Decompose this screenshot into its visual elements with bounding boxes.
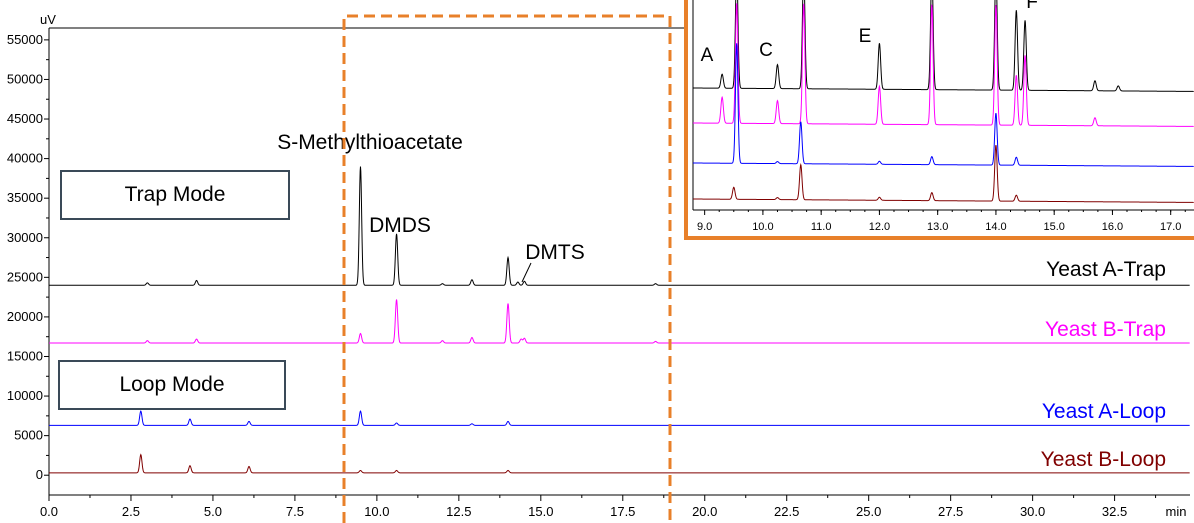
x-tick-label: 20.0 [692, 504, 717, 519]
trap-mode-box: Trap Mode [60, 170, 290, 220]
x-tick-label: 5.0 [204, 504, 222, 519]
annotation-s-methylthioacetate: S-Methylthioacetate [277, 131, 463, 154]
y-tick-label: 50000 [7, 71, 43, 86]
y-axis-label: uV [40, 12, 56, 27]
y-tick-label: 20000 [7, 309, 43, 324]
inset-x-tick-label: 16.0 [1102, 221, 1123, 233]
series-label: Yeast A-Loop [1042, 400, 1166, 423]
inset-x-tick-label: 13.0 [927, 221, 948, 233]
y-tick-label: 55000 [7, 32, 43, 47]
y-tick-label: 10000 [7, 388, 43, 403]
inset-frame [684, 0, 1194, 240]
main-plot-area: 0 5000 10000 15000 20000 25000 30000 35000 40000… [7, 12, 1190, 519]
inset-x-tick-label: 15.0 [1043, 221, 1064, 233]
x-tick-label: 32.5 [1102, 504, 1127, 519]
trace-yeast-b-trap [49, 299, 1190, 344]
inset-peak-label: A [701, 45, 714, 66]
inset-trace-yeast-a-loop [693, 43, 1194, 167]
x-tick-label: 27.5 [938, 504, 963, 519]
y-tick-label: 45000 [7, 111, 43, 126]
inset-trace-yeast-a-trap [693, 0, 1194, 92]
x-tick-label: 10.0 [364, 504, 389, 519]
inset-x-tick-label: 11.0 [811, 221, 832, 233]
inset-trace-yeast-b-trap [693, 3, 1194, 127]
annotation-dmts-pointer [521, 262, 532, 283]
inset-x-tick-label: 14.0 [985, 221, 1006, 233]
y-tick-label: 30000 [7, 230, 43, 245]
y-tick-label: 25000 [7, 269, 43, 284]
inset-peak-label: C [759, 40, 773, 61]
series-label: Yeast B-Trap [1045, 318, 1166, 341]
trace-yeast-a-trap [49, 166, 1190, 286]
y-tick-label: 40000 [7, 151, 43, 166]
trace-yeast-a-loop [49, 410, 1190, 426]
inset-trace-yeast-b-loop [693, 144, 1194, 203]
inset-peak-label: E [859, 26, 872, 47]
highlight-dashed-region [342, 14, 672, 523]
x-tick-label: 0.0 [40, 504, 58, 519]
loop-mode-label: Loop Mode [119, 373, 225, 396]
x-tick-label: 17.5 [610, 504, 635, 519]
inset-x-tick-label: 10.0 [752, 221, 773, 233]
trace-yeast-b-loop [49, 453, 1190, 474]
x-tick-label: 7.5 [286, 504, 304, 519]
inset-x-tick-label: 9.0 [697, 221, 712, 233]
series-label: Yeast B-Loop [1041, 448, 1166, 471]
x-tick-label: 25.0 [856, 504, 881, 519]
x-axis-label: min [1166, 504, 1187, 519]
x-tick-label: 2.5 [122, 504, 140, 519]
series-label: Yeast A-Trap [1046, 258, 1166, 281]
annotation-dmds: DMDS [369, 214, 431, 237]
annotations: S-Methylthioacetate DMDS DMTS [277, 14, 672, 523]
inset-peak-label: F [1026, 0, 1038, 13]
y-tick-label: 5000 [14, 428, 43, 443]
inset-x-tick-label: 17.0 [1160, 221, 1181, 233]
x-tick-label: 12.5 [446, 504, 471, 519]
y-tick-label: 15000 [7, 348, 43, 363]
loop-mode-box: Loop Mode [58, 360, 286, 410]
x-tick-label: 30.0 [1020, 504, 1045, 519]
y-tick-label: 0 [36, 467, 43, 482]
x-tick-label: 15.0 [528, 504, 553, 519]
trap-mode-label: Trap Mode [124, 183, 226, 206]
x-tick-label: 22.5 [774, 504, 799, 519]
inset-x-tick-label: 12.0 [869, 221, 890, 233]
annotation-dmts: DMTS [525, 241, 585, 264]
inset-plot-area: 9.0 10.0 11.0 12.0 13.0 14.0 15.0 16.0 17.0 A C E F [684, 0, 1194, 240]
y-tick-label: 35000 [7, 190, 43, 205]
